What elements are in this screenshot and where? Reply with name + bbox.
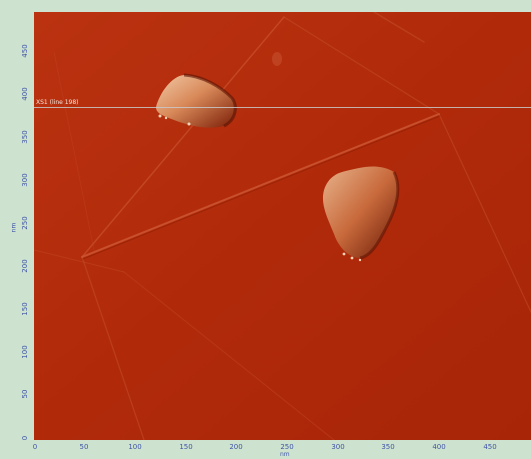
x-tick-label: 250 xyxy=(280,443,294,451)
y-tick-label: 300 xyxy=(21,173,29,187)
y-tick-label: 100 xyxy=(21,345,29,359)
afm-height-image[interactable] xyxy=(34,12,531,440)
x-tick-label: 350 xyxy=(381,443,395,451)
surface-ridges xyxy=(34,12,531,440)
cross-section-line[interactable] xyxy=(34,107,531,108)
surface-topography xyxy=(34,12,531,440)
y-axis-unit: nm xyxy=(10,222,18,233)
x-tick-label: 50 xyxy=(79,443,89,451)
small-defect xyxy=(272,52,282,66)
y-tick-label: 50 xyxy=(21,389,29,399)
x-tick-label: 400 xyxy=(432,443,446,451)
x-axis-unit: nm xyxy=(280,451,290,458)
particle-upper-left xyxy=(156,73,237,128)
cross-section-label: XS1 (line 198) xyxy=(36,99,79,106)
y-tick-label: 200 xyxy=(21,259,29,273)
x-tick-label: 200 xyxy=(229,443,243,451)
substrate xyxy=(34,12,531,440)
y-tick-label: 350 xyxy=(21,130,29,144)
particle-center-right xyxy=(322,166,400,262)
y-tick-label: 250 xyxy=(21,216,29,230)
x-tick-label: 150 xyxy=(179,443,193,451)
y-tick-label: 150 xyxy=(21,302,29,316)
x-tick-label: 100 xyxy=(128,443,142,451)
x-tick-label: 300 xyxy=(331,443,345,451)
x-tick-label: 450 xyxy=(483,443,497,451)
y-tick-label: 450 xyxy=(21,44,29,58)
x-tick-label: 0 xyxy=(32,443,38,451)
y-tick-label: 400 xyxy=(21,87,29,101)
